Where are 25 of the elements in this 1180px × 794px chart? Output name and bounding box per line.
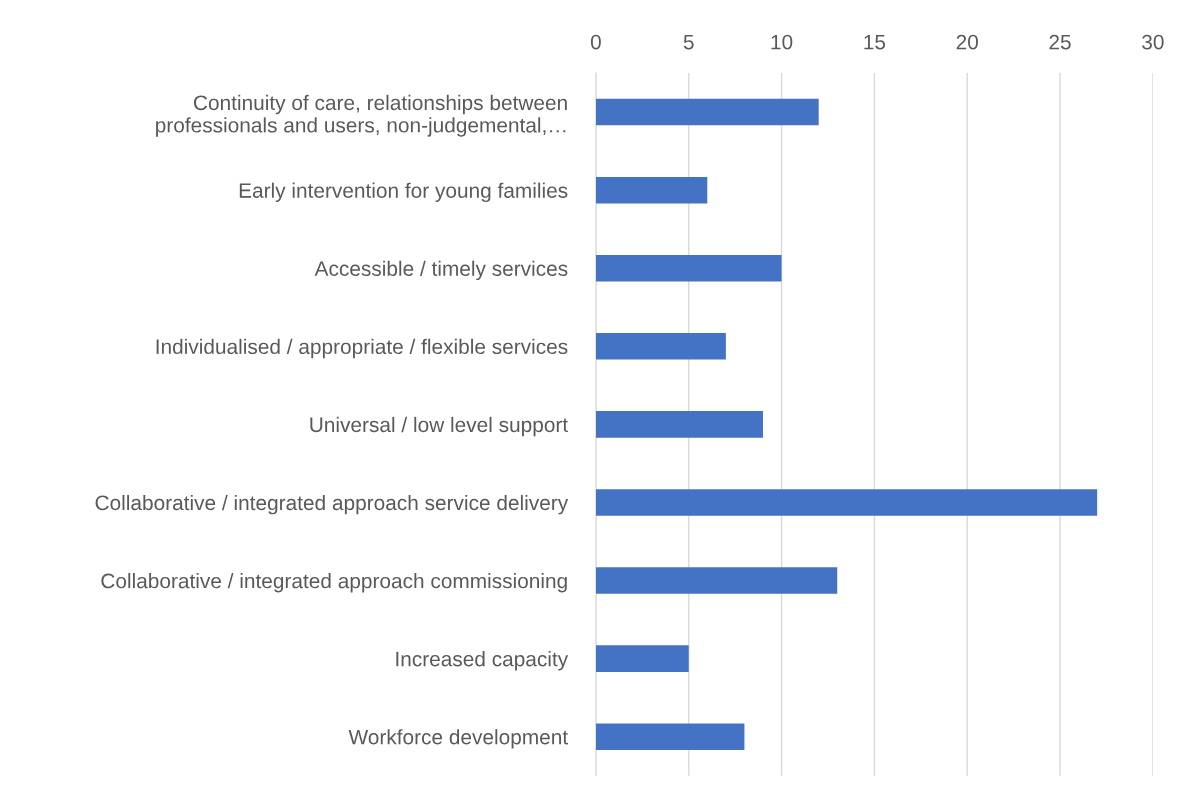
y-tick-label: Collaborative / integrated approach commissioning bbox=[101, 573, 567, 593]
x-tick-label: 25 bbox=[1049, 34, 1071, 50]
x-tick-label: 15 bbox=[864, 34, 886, 50]
y-tick-label: Workforce development bbox=[348, 729, 568, 749]
y-tick-label: Early intervention for young families bbox=[239, 182, 568, 203]
bar bbox=[595, 411, 763, 438]
bar bbox=[595, 254, 782, 282]
bar bbox=[595, 176, 708, 204]
bar bbox=[595, 567, 838, 594]
y-tick-label: Collaborative / integrated approach service delivery bbox=[95, 494, 569, 515]
x-tick-label: 10 bbox=[771, 34, 793, 50]
bar bbox=[595, 723, 745, 750]
y-tick-label: Increased capacity bbox=[396, 651, 569, 671]
bar bbox=[595, 98, 819, 126]
x-tick-label: 0 bbox=[590, 34, 601, 50]
bar bbox=[595, 489, 1098, 516]
bar bbox=[595, 645, 689, 672]
y-tick-label: Continuity of care, relationships between professionals and users, non-judgemental,… bbox=[156, 94, 567, 137]
y-tick-label: Universal / low level support bbox=[310, 416, 568, 437]
x-tick-label: 30 bbox=[1142, 34, 1164, 50]
y-tick-label: Accessible / timely services bbox=[314, 260, 568, 281]
y-tick-label: Individualised / appropriate / flexible services bbox=[156, 338, 568, 359]
bar bbox=[595, 333, 726, 360]
x-tick-label: 5 bbox=[683, 34, 694, 50]
x-tick-label: 20 bbox=[956, 34, 978, 50]
